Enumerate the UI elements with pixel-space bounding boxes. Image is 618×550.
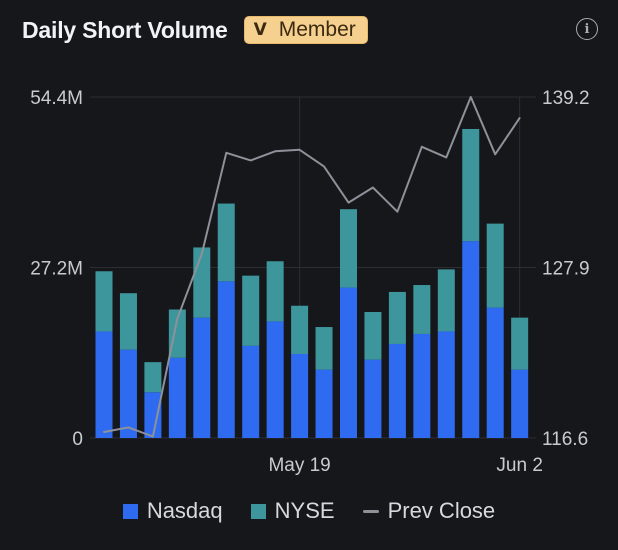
bar-nasdaq <box>242 345 260 438</box>
legend-swatch-nyse <box>250 503 266 519</box>
member-badge[interactable]: V Member <box>243 16 368 44</box>
bar-nyse <box>193 247 211 318</box>
bar-nasdaq <box>340 287 357 438</box>
legend-item-prev-close[interactable]: Prev Close <box>362 498 496 524</box>
bar-nasdaq <box>388 343 406 438</box>
bar-nyse <box>242 275 260 346</box>
bar-nasdaq <box>462 241 480 438</box>
bar-nasdaq <box>486 307 504 438</box>
bar-nyse <box>364 312 382 360</box>
bar-nyse <box>462 128 480 242</box>
legend-label-prev-close: Prev Close <box>387 498 496 523</box>
chart-header: Daily Short Volume V Member i <box>22 12 598 48</box>
bar-nyse <box>340 209 357 288</box>
left-axis-tick-label: 0 <box>72 429 83 450</box>
bar-nasdaq <box>217 281 235 438</box>
info-icon[interactable]: i <box>576 18 598 40</box>
bar-nyse <box>144 362 162 393</box>
bar-nasdaq <box>266 321 284 438</box>
legend-label-nasdaq: Nasdaq <box>146 498 223 523</box>
x-axis-tick-label: May 19 <box>268 455 330 476</box>
bar-nyse <box>437 269 455 332</box>
bar-nasdaq <box>364 359 382 438</box>
bar-nasdaq <box>511 369 529 438</box>
chart-title: Daily Short Volume <box>22 16 228 43</box>
bar-nasdaq <box>144 392 162 438</box>
bar-nasdaq <box>413 333 431 438</box>
member-badge-label: Member <box>278 18 356 41</box>
legend-label-nyse: NYSE <box>274 498 335 523</box>
right-axis-tick-label: 116.6 <box>542 429 588 450</box>
bar-nyse <box>413 285 431 334</box>
bar-nyse <box>266 261 284 322</box>
bar-nasdaq <box>315 369 333 438</box>
bar-nyse <box>388 291 406 344</box>
bar-nasdaq <box>193 317 211 438</box>
short-volume-chart: 0 27.2M 54.4M 116.6 127.9 139.2 May 19 Jun 2 <box>30 88 590 476</box>
legend-item-nyse[interactable]: NYSE <box>250 498 335 524</box>
bar-nyse <box>95 271 113 332</box>
member-v-icon: V <box>253 20 267 40</box>
bar-nasdaq <box>119 349 137 438</box>
bar-nyse <box>217 203 235 282</box>
bar-nasdaq <box>168 357 186 438</box>
right-axis-tick-label: 127.9 <box>542 259 590 280</box>
bar-nyse <box>168 309 186 358</box>
legend-item-nasdaq[interactable]: Nasdaq <box>122 498 223 524</box>
legend-swatch-prev-close <box>362 509 379 513</box>
left-axis-tick-label: 27.2M <box>30 259 83 280</box>
bar-nyse <box>291 305 309 355</box>
bar-nyse <box>511 317 529 370</box>
bar-nasdaq <box>291 354 309 438</box>
right-axis-tick-label: 139.2 <box>542 88 590 109</box>
prev-close-line <box>103 96 521 438</box>
bar-nasdaq <box>437 331 455 438</box>
chart-legend: Nasdaq NYSE Prev Close <box>0 498 618 524</box>
bar-nasdaq <box>95 331 113 438</box>
left-axis-tick-label: 54.4M <box>30 88 83 109</box>
bar-nyse <box>119 293 137 350</box>
bar-nyse <box>315 327 333 370</box>
legend-swatch-nasdaq <box>122 503 138 519</box>
bar-nyse <box>486 223 504 308</box>
x-axis-tick-label: Jun 2 <box>496 455 542 476</box>
